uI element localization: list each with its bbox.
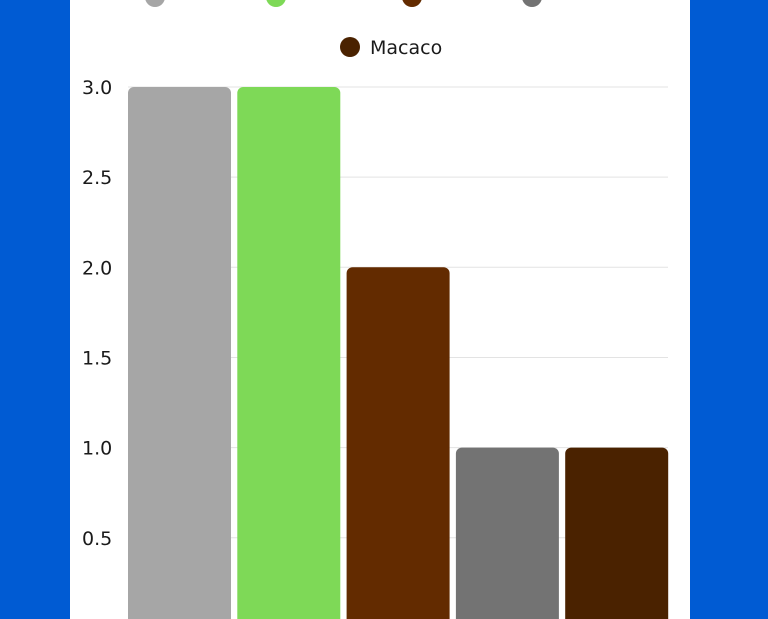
bar xyxy=(346,267,450,619)
bar xyxy=(455,447,559,619)
legend: Macaco xyxy=(145,0,542,59)
bar xyxy=(237,87,341,619)
bar xyxy=(565,447,669,619)
y-tick-label: 1.5 xyxy=(82,347,112,369)
legend-marker xyxy=(340,37,360,57)
y-axis-ticks: 3.0 2.5 2.0 1.5 1.0 0.5 xyxy=(82,77,112,550)
bar-chart: 3.0 2.5 2.0 1.5 1.0 0.5 Macaco xyxy=(82,0,669,619)
legend-marker xyxy=(402,0,422,7)
legend-marker xyxy=(145,0,165,7)
legend-marker xyxy=(522,0,542,7)
y-tick-label: 0.5 xyxy=(82,528,112,550)
legend-marker xyxy=(266,0,286,7)
legend-label: Macaco xyxy=(370,37,442,59)
y-tick-label: 2.5 xyxy=(82,167,112,189)
y-tick-label: 2.0 xyxy=(82,257,112,279)
chart-card: 3.0 2.5 2.0 1.5 1.0 0.5 Macaco xyxy=(70,0,690,619)
y-tick-label: 1.0 xyxy=(82,438,112,460)
y-tick-label: 3.0 xyxy=(82,77,112,99)
bar xyxy=(128,87,231,619)
bars xyxy=(128,87,669,619)
